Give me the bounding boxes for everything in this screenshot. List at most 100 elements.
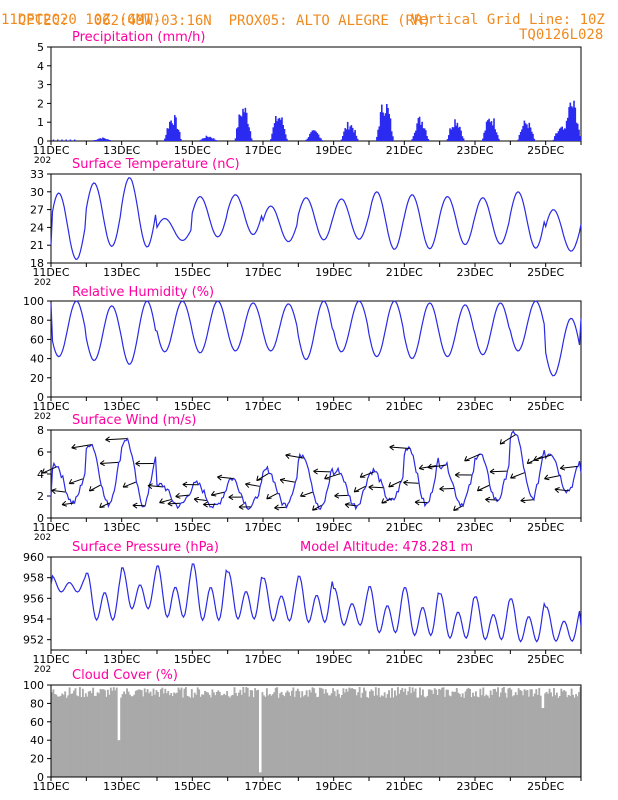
cloud-bar	[473, 696, 476, 777]
cloud-bar	[214, 695, 217, 777]
cloud-bar	[500, 692, 502, 777]
cloud-bar	[405, 695, 408, 777]
cloud-bar	[263, 695, 265, 777]
cloud-bar	[139, 689, 142, 777]
cloud-bar	[369, 691, 371, 777]
precip-bar	[240, 116, 243, 141]
wind-arrowhead	[300, 491, 306, 497]
precip-bar	[102, 137, 104, 141]
cloud-bar	[392, 697, 395, 777]
precip-bar	[349, 126, 351, 141]
precip-bar	[94, 140, 97, 141]
wind-arrow	[62, 502, 75, 506]
cloud-bar	[520, 690, 523, 777]
cloud-bar	[516, 695, 519, 777]
wind-arrowhead	[41, 468, 48, 474]
cloud-bar	[227, 696, 230, 777]
cloud-bar	[130, 696, 133, 777]
cloud-bar	[108, 694, 111, 777]
cloud-bar	[563, 690, 566, 777]
cloud-bar	[343, 692, 346, 777]
cloud-bar	[533, 693, 536, 777]
cloud-bar	[173, 692, 176, 777]
y-tick-label: 8	[37, 424, 44, 437]
precip-bar	[344, 128, 346, 141]
cloud-bar	[424, 697, 427, 777]
cloud-bar	[510, 689, 513, 777]
wind-arrow	[464, 453, 481, 462]
precip-bar	[456, 122, 459, 141]
precip-bar	[455, 125, 457, 141]
precip-bar	[532, 133, 534, 141]
wind-arrowhead	[533, 455, 539, 462]
precip-bar	[557, 131, 560, 141]
cloud-bar	[145, 692, 148, 777]
wind-arrow	[285, 454, 304, 459]
cloud-bar	[190, 689, 193, 777]
cloud-bar	[449, 696, 452, 777]
wind-arrow	[175, 494, 189, 497]
precip-bar	[531, 131, 533, 141]
cloud-bar	[435, 689, 438, 777]
cloud-bar	[542, 708, 545, 777]
wind-arrowhead	[389, 444, 395, 451]
precip-bar	[249, 131, 252, 141]
wind-arrow	[403, 481, 419, 484]
wind-arrow	[510, 472, 525, 479]
precip-bar	[561, 126, 563, 141]
cloud-bar	[578, 692, 580, 777]
wind-arrowhead	[167, 500, 173, 507]
wind-arrow	[51, 489, 66, 493]
cloud-bar	[151, 695, 153, 777]
cloud-bar	[68, 687, 71, 777]
cloud-bar	[436, 695, 439, 777]
wind-arrow	[211, 491, 225, 496]
cloud-bar	[168, 695, 171, 777]
precip-bar	[73, 139, 76, 141]
cloud-bar	[61, 693, 64, 777]
panel-0: 0 1 2 3 4 5 11DEC 13DEC 15DEC 17DEC 19DEC 21DEC 23DE…	[32, 30, 582, 166]
cloud-bar	[307, 696, 310, 777]
x-tick-label: 13DEC	[103, 521, 140, 534]
cloud-bar	[187, 696, 190, 777]
precip-bar	[413, 132, 416, 141]
cloud-bar	[313, 688, 315, 777]
precip-bar	[270, 139, 272, 141]
cloud-bar	[482, 687, 485, 777]
cloud-bar	[411, 687, 414, 777]
cloud-bar	[579, 687, 582, 777]
cloud-bar	[165, 693, 168, 777]
cloud-bar	[342, 688, 345, 777]
precip-bar	[200, 139, 203, 141]
cloud-bar	[346, 691, 349, 777]
x-tick-label: 23DEC	[456, 780, 493, 793]
precip-bar	[485, 121, 488, 141]
precip-bar	[103, 138, 105, 141]
wind-arrow	[147, 485, 163, 488]
wind-arrow	[71, 444, 92, 449]
y-tick-label: 0	[37, 135, 44, 148]
x-tick-label: 23DEC	[456, 266, 493, 279]
y-tick-label: 27	[30, 204, 44, 217]
precip-bar	[306, 138, 309, 141]
precip-bar	[281, 117, 283, 141]
cloud-bar	[444, 696, 446, 777]
precip-bar	[97, 139, 99, 141]
x-tick-label: 17DEC	[244, 400, 281, 413]
wind-arrowhead	[99, 502, 105, 509]
wind-arrow	[485, 498, 498, 501]
precip-bar	[425, 130, 427, 141]
cloud-bar	[357, 692, 360, 777]
cloud-bar	[235, 693, 237, 777]
cloud-bar	[318, 687, 321, 777]
cloud-bar	[74, 688, 77, 777]
cloud-bar	[133, 694, 136, 777]
precip-bar	[273, 123, 276, 141]
x-tick-label: 15DEC	[174, 521, 211, 534]
wind-arrow	[42, 466, 57, 474]
cloud-bar	[564, 691, 567, 777]
wind-arrowhead	[388, 482, 394, 488]
cloud-bar	[124, 694, 127, 777]
x-tick-label: 19DEC	[315, 521, 352, 534]
precip-bar	[320, 138, 322, 141]
